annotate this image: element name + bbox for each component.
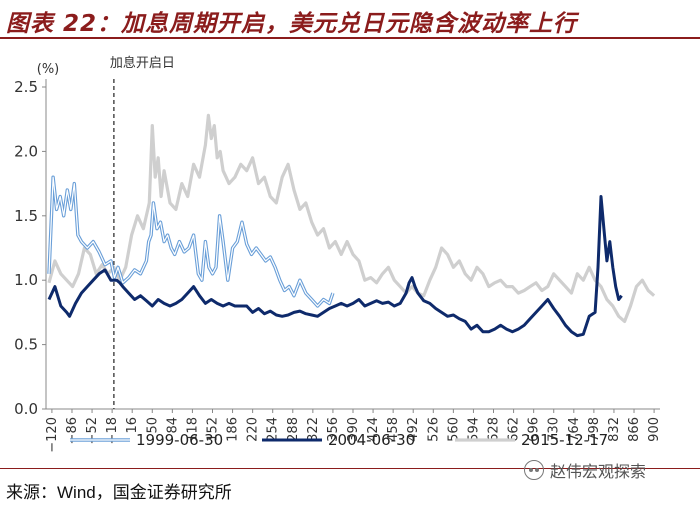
wechat-icon xyxy=(524,460,544,480)
x-tick-label: 152 xyxy=(205,417,220,442)
x-tick-label: 696 xyxy=(527,417,542,442)
x-tick-label: 662 xyxy=(507,417,522,442)
x-tick-label: 322 xyxy=(306,417,321,442)
x-tick-label: 594 xyxy=(466,417,481,442)
rate-hike-start-label: 加息开启日 xyxy=(110,55,175,71)
x-tick-label: −86 xyxy=(65,417,80,444)
y-tick-label: 2.0 xyxy=(14,142,38,160)
title-bar: 图表 22：加息周期开启，美元兑日元隐含波动率上行 xyxy=(0,0,700,39)
x-tick-label: 628 xyxy=(487,417,502,442)
x-tick-label: 526 xyxy=(426,417,441,442)
x-tick-label: 730 xyxy=(547,417,562,442)
x-tick-label: 356 xyxy=(326,417,341,442)
x-tick-label: 16 xyxy=(125,417,140,434)
series-line-inner-1999-06-30 xyxy=(48,176,334,307)
y-tick-label: 0.5 xyxy=(14,336,38,354)
series-line-2015-12-17 xyxy=(47,113,656,323)
x-tick-label: 492 xyxy=(406,417,421,442)
chart-area: (%) 0.0 0.5 1.0 1.5 2.0 2.5 −120 −86 −52 −18 16 50 84… xyxy=(0,40,700,465)
x-tick-label: −18 xyxy=(105,417,120,444)
x-tick-label: 390 xyxy=(346,417,361,442)
x-tick-label: 50 xyxy=(145,417,160,434)
figure-title: 图表 22：加息周期开启，美元兑日元隐含波动率上行 xyxy=(6,11,578,37)
x-tick-label: 254 xyxy=(266,417,281,442)
y-tick-label: 0.0 xyxy=(14,400,38,418)
y-axis-unit: (%) xyxy=(37,62,60,77)
x-tick-label: 798 xyxy=(587,417,602,442)
y-tick-label: 1.0 xyxy=(14,271,38,289)
footer-divider xyxy=(0,468,700,469)
x-tick-label: −120 xyxy=(45,417,60,453)
x-tick-label: 186 xyxy=(226,417,241,442)
series-line-2004-06-30 xyxy=(47,195,623,338)
x-tick-label: 84 xyxy=(165,417,180,434)
x-tick-label: 832 xyxy=(607,417,622,442)
x-tick-label: 900 xyxy=(647,417,662,442)
legend-label-1999-06-30: 1999-06-30 xyxy=(136,431,223,449)
x-tick-label: 560 xyxy=(446,417,461,442)
y-tick-label: 1.5 xyxy=(14,207,38,225)
legend-label-2015-12-17: 2015-12-17 xyxy=(521,431,608,449)
x-tick-label: 220 xyxy=(246,417,261,442)
line-chart: (%) 0.0 0.5 1.0 1.5 2.0 2.5 −120 −86 −52 −18 16 50 84… xyxy=(14,55,662,453)
y-tick-label: 2.5 xyxy=(14,78,38,96)
x-tick-label: 118 xyxy=(185,417,200,442)
x-tick-label: 458 xyxy=(386,417,401,442)
x-tick-label: 424 xyxy=(366,417,381,442)
x-tick-label: 288 xyxy=(286,417,301,442)
legend-label-2004-06-30: 2004-06-30 xyxy=(328,431,415,449)
watermark: 赵伟宏观探索 xyxy=(524,456,646,484)
title-divider xyxy=(0,37,700,39)
x-tick-label: 866 xyxy=(627,417,642,442)
source-note: 来源：Wind，国金证券研究所 xyxy=(6,483,232,502)
watermark-text: 赵伟宏观探索 xyxy=(550,464,647,481)
x-tick-label: 764 xyxy=(567,417,582,442)
x-tick-label: −52 xyxy=(85,417,100,444)
